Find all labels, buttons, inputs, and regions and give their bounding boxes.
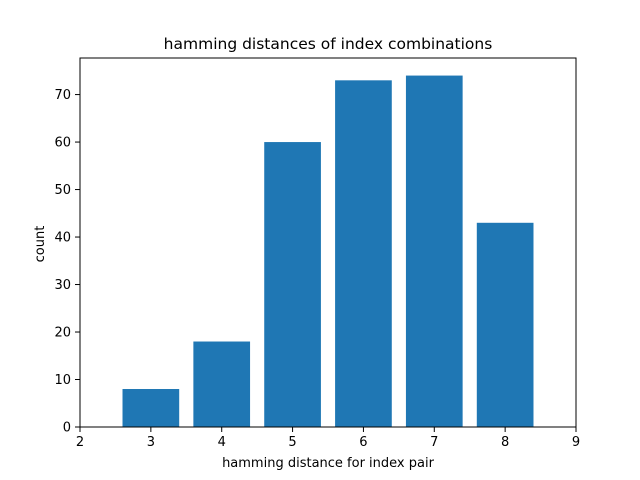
axes-layer: 2 3 4 5 6 7 8 9 0 10 20 30 40 50 60 70 [54, 57, 580, 450]
x-tick-label: 5 [288, 435, 296, 450]
y-tick-label: 70 [54, 88, 71, 103]
y-axis-title: count [33, 226, 48, 263]
y-tick-label: 50 [54, 183, 71, 198]
x-tick-label: 3 [147, 435, 155, 450]
y-tick-label: 0 [63, 421, 71, 436]
x-tick-label: 6 [359, 435, 367, 450]
x-tick-label: 7 [430, 435, 438, 450]
bar-4 [193, 341, 251, 427]
x-tick-label: 8 [501, 435, 509, 450]
y-tick-label: 10 [54, 373, 71, 388]
y-tick-label: 20 [54, 326, 71, 341]
x-tick-label: 2 [76, 435, 84, 450]
y-tick-label: 30 [54, 278, 71, 293]
bar-7 [405, 75, 463, 427]
y-tick-label: 40 [54, 231, 71, 246]
bar-3 [122, 389, 180, 427]
bar-6 [335, 80, 392, 427]
plot-frame [79, 57, 577, 428]
y-tick-label: 60 [54, 136, 71, 151]
x-tick-label: 9 [572, 435, 580, 450]
bar-8 [476, 222, 534, 427]
x-tick-label: 4 [218, 435, 226, 450]
bars-layer [122, 75, 534, 427]
chart-title: hamming distances of index combinations [164, 35, 493, 53]
bar-5 [264, 142, 321, 427]
x-axis-title: hamming distance for index pair [222, 456, 435, 471]
